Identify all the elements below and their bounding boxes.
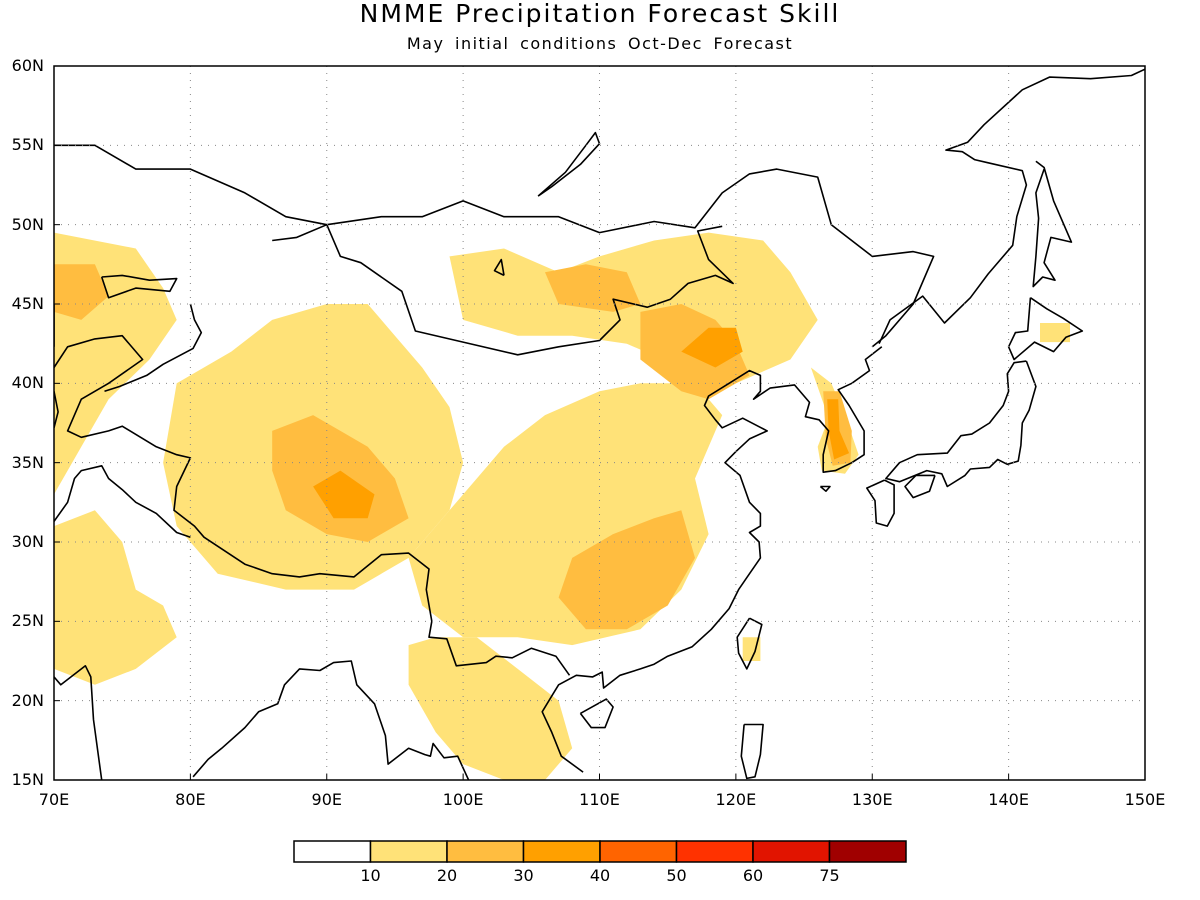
coastline-segment [579, 698, 614, 729]
coastline-segment [1032, 160, 1073, 288]
lat-label: 50N [11, 214, 44, 234]
lat-label: 20N [11, 690, 44, 710]
lat-label: 55N [11, 135, 44, 155]
coastline-segment [740, 723, 764, 780]
colorbar-swatch [369, 840, 448, 863]
colorbar-swatch [675, 840, 754, 863]
skill-region-north-china-strongest [681, 327, 743, 368]
map-subtitle: May initial conditions Oct-Dec Forecast [406, 34, 794, 53]
skill-region-hokkaido-patch [1040, 323, 1070, 343]
colorbar-label: 10 [360, 866, 381, 885]
skill-region-korea-strongest [827, 399, 850, 460]
coastline-segment [272, 223, 734, 356]
skill-region-kazakh-core [54, 264, 109, 320]
lon-label: 120E [715, 790, 757, 809]
coastline-segment [541, 346, 883, 773]
colorbar-label: 60 [742, 866, 764, 885]
skill-region-indochina [408, 637, 573, 780]
lat-label: 35N [11, 452, 44, 472]
lon-label: 80E [175, 790, 206, 809]
colorbar-swatch [752, 840, 831, 863]
skill-region-south-china-core [558, 510, 695, 630]
coastline-segment [192, 660, 470, 780]
lon-label: 70E [38, 790, 70, 809]
coastline-segment [54, 391, 59, 428]
lon-label: 90E [311, 790, 342, 809]
coastline-segment [537, 131, 601, 197]
colorbar-swatch [599, 840, 678, 863]
coastline-segment [736, 617, 763, 670]
colorbar-swatch [828, 840, 907, 863]
colorbar [293, 840, 907, 863]
coastline-segment [904, 474, 936, 499]
lon-label: 130E [851, 790, 893, 809]
coastline-segment [885, 360, 1037, 488]
gridline-layer [53, 65, 1146, 781]
coastline-segment [54, 464, 191, 538]
coastline-segment [54, 334, 571, 676]
skill-fill-layer [54, 232, 1070, 780]
skill-region-taiwan-patch [742, 637, 761, 661]
coastline-segment [878, 68, 1145, 345]
lat-label: 25N [11, 611, 44, 631]
coastline-segment [54, 664, 103, 780]
skill-region-south-asia-west [54, 510, 177, 685]
lat-label: 40N [11, 373, 44, 393]
colorbar-label: 20 [436, 866, 458, 885]
coastline-segment [493, 258, 505, 277]
skill-region-mongolia-north [449, 232, 818, 384]
lat-label: 30N [11, 532, 44, 551]
coastline-segment [100, 274, 178, 299]
colorbar-swatch [293, 840, 372, 863]
colorbar-label: 30 [513, 866, 534, 885]
lon-label: 100E [442, 790, 484, 809]
skill-region-tibet-strongest [313, 470, 375, 519]
colorbar-label: 40 [589, 866, 611, 885]
lat-label: 15N [11, 770, 44, 789]
coastline-segment [54, 144, 935, 348]
map-title: NMME Precipitation Forecast Skill [359, 0, 841, 28]
colorbar-swatch [522, 840, 601, 863]
coastline-segment [865, 479, 895, 527]
coastline-segment [819, 485, 831, 493]
lat-label: 45N [11, 294, 44, 313]
colorbar-swatch [446, 840, 525, 863]
lon-label: 150E [1124, 790, 1166, 809]
map-frame [53, 65, 1146, 781]
lat-label: 60N [11, 56, 44, 75]
coastline-layer [54, 68, 1145, 780]
coastline-segment [104, 303, 203, 393]
lon-label: 110E [579, 790, 620, 809]
colorbar-label: 75 [819, 866, 840, 885]
coastline-segment [1007, 297, 1084, 361]
colorbar-label: 50 [666, 866, 687, 885]
lon-label: 140E [988, 790, 1029, 809]
